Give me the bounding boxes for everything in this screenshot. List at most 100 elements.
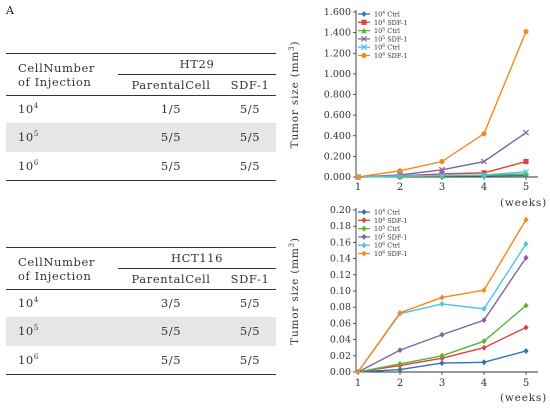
data-point (396, 172, 404, 179)
y-tick-label: 0.800 (324, 90, 351, 101)
row-sdf: 5/5 (224, 122, 276, 152)
row-parental: 3/5 (160, 296, 182, 311)
data-point (522, 168, 530, 175)
data-point (523, 347, 529, 354)
y-tick-label: 0.400 (324, 131, 351, 142)
data-point (481, 317, 487, 324)
y-tick-label: 1.400 (324, 28, 351, 39)
legend-label: 104 SDF-1 (374, 18, 407, 27)
legend-label: 106 SDF-1 (374, 52, 407, 61)
data-point (397, 360, 403, 367)
y-tick-label: 0.00 (330, 367, 351, 378)
data-point (361, 242, 367, 249)
row-sdf: 5/5 (239, 296, 261, 311)
data-point (360, 35, 368, 42)
data-point (480, 158, 488, 165)
legend-label: 104 Ctrl (374, 208, 400, 217)
hct116-tumor-chart: 0.00 0.02 0.04 0.06 0.08 0.10 0.12 0.14 0.16 0.18… (288, 205, 547, 404)
data-point (523, 216, 529, 223)
data-point (523, 324, 529, 331)
data-point (355, 174, 361, 180)
data-point (361, 225, 367, 232)
x-tick-label: 1 (355, 378, 361, 389)
row-parental: 5/5 (118, 316, 225, 346)
x-tick-label: 2 (397, 378, 403, 389)
row-parental: 5/5 (118, 122, 225, 152)
x-tick-label: 5 (523, 378, 529, 389)
x-axis-label: (weeks) (500, 392, 547, 404)
group-label: HCT116 (118, 247, 276, 269)
data-point (439, 300, 445, 307)
data-point (397, 366, 403, 373)
panel-label: A (6, 4, 14, 17)
col-parental: ParentalCell (118, 268, 225, 290)
legend-label: 106 Ctrl (374, 241, 400, 250)
y-axis-label: Tumor size (mm3) (288, 41, 301, 149)
col-sdf: SDF-1 (224, 74, 276, 96)
y-tick-label: 0.18 (330, 221, 351, 232)
header-line-2: of Injection (18, 268, 92, 283)
data-point (481, 338, 487, 345)
x-tick-label: 4 (481, 182, 487, 193)
data-point (480, 171, 488, 178)
data-point (438, 166, 446, 173)
legend-label: 106 Ctrl (374, 43, 400, 52)
y-axis-label: Tumor size (mm3) (288, 237, 301, 345)
hct116-table: CellNumber of Injection HCT116 ParentalC… (6, 247, 276, 375)
row-cellnumber: 106 (6, 345, 118, 375)
y-tick-label: 0.200 (324, 151, 351, 162)
y-tick-label: 0.06 (330, 318, 351, 329)
data-point (361, 217, 367, 224)
data-point (481, 344, 487, 351)
x-tick-label: 1 (355, 182, 361, 193)
y-tick-label: 0.600 (324, 110, 351, 121)
data-point (481, 359, 487, 366)
y-tick-label: 0.000 (324, 172, 351, 183)
y-tick-label: 0.12 (330, 270, 351, 281)
row-sdf: 5/5 (224, 316, 276, 346)
row-cellnumber: 105 (6, 316, 118, 346)
legend-label: 105 SDF-1 (374, 35, 407, 44)
table-header-cellnumber: CellNumber of Injection (6, 53, 118, 96)
data-point (361, 250, 367, 257)
x-tick-label: 5 (523, 182, 529, 193)
table-header-cellnumber: CellNumber of Injection (6, 247, 118, 290)
data-point (523, 170, 529, 177)
ht29-tumor-chart: 0.000 0.200 0.400 0.600 0.800 1.000 1.200 1.400… (288, 7, 546, 209)
data-point (360, 44, 368, 51)
data-point (523, 158, 529, 165)
data-point (397, 309, 403, 316)
data-point (522, 129, 530, 136)
header-line-1: CellNumber (18, 254, 95, 269)
row-sdf: 5/5 (239, 102, 261, 117)
data-point (481, 131, 487, 137)
row-parental: 1/5 (160, 102, 182, 117)
data-point (439, 360, 445, 367)
col-parental: ParentalCell (118, 74, 225, 96)
row-parental: 5/5 (118, 345, 225, 375)
x-tick-label: 2 (397, 182, 403, 193)
y-tick-label: 1.600 (324, 7, 351, 18)
legend-label: 105 Ctrl (374, 225, 400, 234)
data-point (361, 52, 367, 59)
data-point (439, 331, 445, 338)
row-cellnumber: 105 (6, 122, 118, 152)
legend-label: 104 SDF-1 (374, 216, 407, 225)
data-point (523, 302, 529, 309)
data-point (481, 305, 487, 312)
y-tick-label: 0.20 (330, 205, 351, 216)
data-point (439, 294, 445, 301)
y-tick-label: 0.02 (330, 351, 351, 362)
legend-label: 105 Ctrl (374, 27, 400, 35)
y-tick-label: 0.04 (330, 335, 351, 346)
row-parental: 5/5 (118, 151, 225, 181)
ht29-table: CellNumber of Injection HT29 ParentalCel… (6, 53, 276, 181)
data-point (438, 172, 446, 179)
y-tick-label: 0.14 (330, 254, 351, 265)
data-point (439, 158, 445, 165)
data-point (397, 347, 403, 354)
group-label: HT29 (118, 53, 276, 75)
y-tick-label: 0.10 (330, 286, 351, 297)
y-tick-label: 0.08 (330, 302, 351, 313)
data-point (361, 19, 367, 25)
